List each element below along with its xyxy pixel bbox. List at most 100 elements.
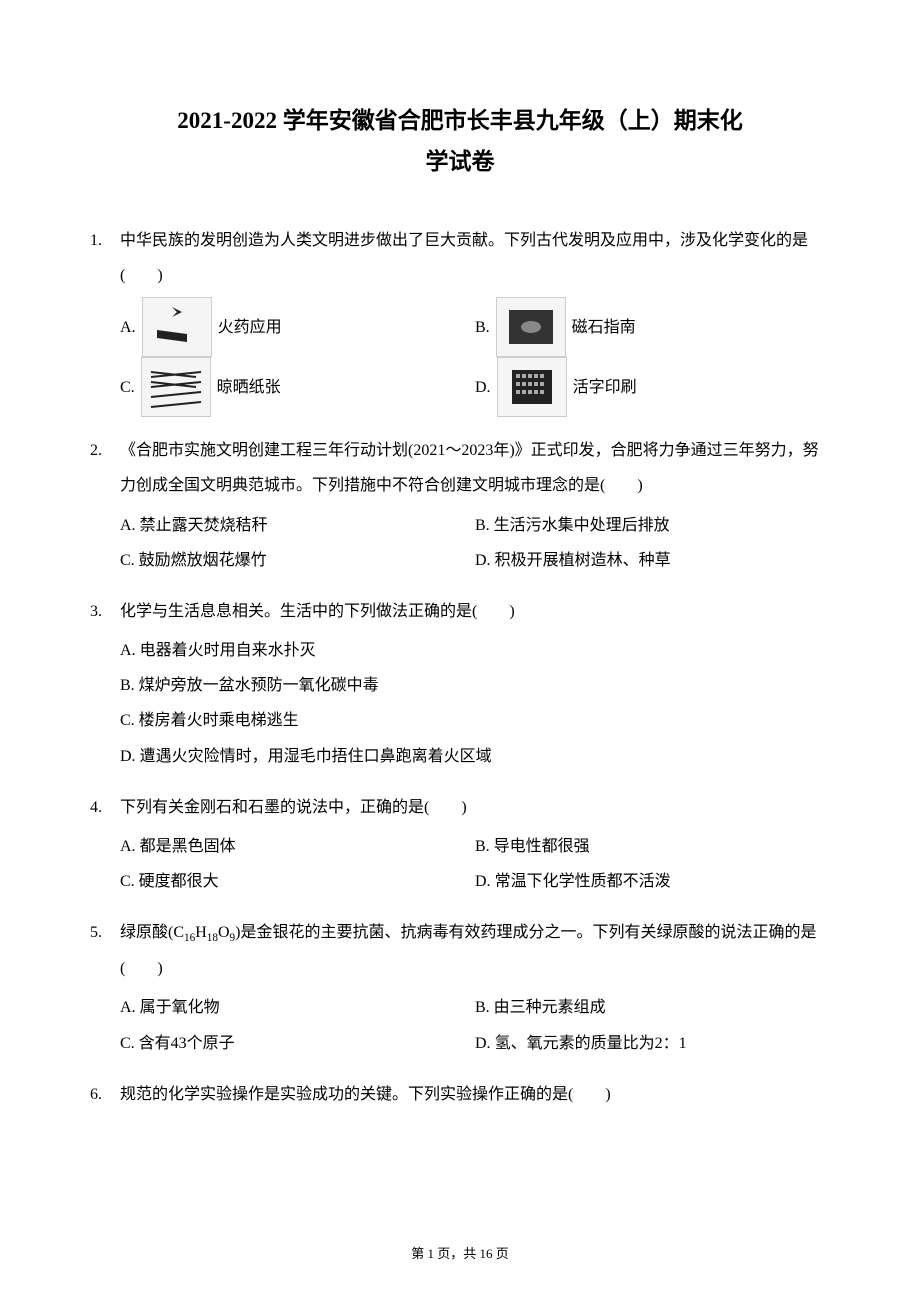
option-text: 鼓励燃放烟花爆竹	[139, 543, 267, 578]
option-label: C.	[120, 864, 135, 899]
question-stem: 《合肥市实施文明创建工程三年行动计划(2021～2023年)》正式印发，合肥将力…	[120, 433, 830, 503]
option-label: D.	[475, 543, 491, 578]
question-body: 《合肥市实施文明创建工程三年行动计划(2021～2023年)》正式印发，合肥将力…	[120, 433, 830, 578]
question-number: 4.	[90, 790, 120, 900]
option-b: B.导电性都很强	[475, 829, 830, 864]
option-a: A. 火药应用	[120, 297, 475, 357]
option-label: A.	[120, 508, 136, 543]
option-b: B.由三种元素组成	[475, 990, 830, 1025]
option-label: D.	[475, 1026, 491, 1061]
option-a: A.都是黑色固体	[120, 829, 475, 864]
option-text: 导电性都很强	[494, 829, 590, 864]
option-label: C.	[120, 1026, 135, 1061]
option-label: C.	[120, 712, 135, 729]
option-text: 活字印刷	[573, 370, 637, 405]
option-c: C.含有43个原子	[120, 1026, 475, 1061]
question-stem: 绿原酸(C16H18O9)是金银花的主要抗菌、抗病毒有效药理成分之一。下列有关绿…	[120, 915, 830, 986]
question-stem: 下列有关金刚石和石墨的说法中，正确的是( )	[120, 790, 830, 825]
option-label: D.	[475, 864, 491, 899]
option-text: 煤炉旁放一盆水预防一氧化碳中毒	[139, 677, 379, 694]
footer-total: 16	[480, 1246, 493, 1261]
options-row: A.电器着火时用自来水扑灭 B.煤炉旁放一盆水预防一氧化碳中毒 C.楼房着火时乘…	[120, 633, 830, 774]
compass-icon	[496, 297, 566, 357]
option-label: B.	[475, 310, 490, 345]
options-row: A.都是黑色固体 B.导电性都很强 C.硬度都很大 D.常温下化学性质都不活泼	[120, 829, 830, 899]
option-label: A.	[120, 310, 136, 345]
option-b: B. 磁石指南	[475, 297, 830, 357]
option-text: 氢、氧元素的质量比为2：1	[495, 1026, 687, 1061]
question-3: 3. 化学与生活息息相关。生活中的下列做法正确的是( ) A.电器着火时用自来水…	[90, 594, 830, 774]
options-row: A.禁止露天焚烧秸秆 B.生活污水集中处理后排放 C.鼓励燃放烟花爆竹 D.积极…	[120, 508, 830, 578]
option-text: 含有43个原子	[139, 1026, 235, 1061]
question-number: 2.	[90, 433, 120, 578]
question-number: 3.	[90, 594, 120, 774]
option-a: A.禁止露天焚烧秸秆	[120, 508, 475, 543]
option-label: B.	[475, 829, 490, 864]
option-d: D.常温下化学性质都不活泼	[475, 864, 830, 899]
option-a: A.属于氧化物	[120, 990, 475, 1025]
option-a: A.电器着火时用自来水扑灭	[120, 633, 830, 668]
question-number: 1.	[90, 223, 120, 417]
option-text: 磁石指南	[572, 310, 636, 345]
page-footer: 第 1 页，共 16 页	[0, 1243, 920, 1262]
options-row: A.属于氧化物 B.由三种元素组成 C.含有43个原子 D.氢、氧元素的质量比为…	[120, 990, 830, 1060]
option-text: 禁止露天焚烧秸秆	[140, 508, 268, 543]
option-label: D.	[120, 748, 136, 765]
question-1: 1. 中华民族的发明创造为人类文明进步做出了巨大贡献。下列古代发明及应用中，涉及…	[90, 223, 830, 417]
option-text: 属于氧化物	[140, 990, 220, 1025]
page-title: 2021-2022 学年安徽省合肥市长丰县九年级（上）期末化 学试卷	[90, 100, 830, 183]
question-2: 2. 《合肥市实施文明创建工程三年行动计划(2021～2023年)》正式印发，合…	[90, 433, 830, 578]
option-text: 常温下化学性质都不活泼	[495, 864, 671, 899]
question-body: 绿原酸(C16H18O9)是金银花的主要抗菌、抗病毒有效药理成分之一。下列有关绿…	[120, 915, 830, 1060]
option-text: 由三种元素组成	[494, 990, 606, 1025]
question-body: 化学与生活息息相关。生活中的下列做法正确的是( ) A.电器着火时用自来水扑灭 …	[120, 594, 830, 774]
question-number: 5.	[90, 915, 120, 1060]
option-label: C.	[120, 543, 135, 578]
option-text: 生活污水集中处理后排放	[494, 508, 670, 543]
footer-prefix: 第	[411, 1246, 427, 1261]
option-text: 积极开展植树造林、种草	[495, 543, 671, 578]
option-text: 电器着火时用自来水扑灭	[140, 642, 316, 659]
option-label: C.	[120, 370, 135, 405]
option-text: 晾晒纸张	[217, 370, 281, 405]
option-text: 遭遇火灾险情时，用湿毛巾捂住口鼻跑离着火区域	[140, 748, 492, 765]
option-label: A.	[120, 829, 136, 864]
gunpowder-icon	[142, 297, 212, 357]
paper-icon	[141, 357, 211, 417]
question-body: 规范的化学实验操作是实验成功的关键。下列实验操作正确的是( )	[120, 1077, 830, 1116]
option-c: C.硬度都很大	[120, 864, 475, 899]
question-stem: 规范的化学实验操作是实验成功的关键。下列实验操作正确的是( )	[120, 1077, 830, 1112]
option-d: D. 活字印刷	[475, 357, 830, 417]
option-text: 硬度都很大	[139, 864, 219, 899]
option-d: D.遭遇火灾险情时，用湿毛巾捂住口鼻跑离着火区域	[120, 739, 830, 774]
question-body: 中华民族的发明创造为人类文明进步做出了巨大贡献。下列古代发明及应用中，涉及化学变…	[120, 223, 830, 417]
footer-suffix: 页	[493, 1246, 509, 1261]
title-line-1: 2021-2022 学年安徽省合肥市长丰县九年级（上）期末化	[90, 100, 830, 141]
option-d: D.氢、氧元素的质量比为2：1	[475, 1026, 830, 1061]
question-4: 4. 下列有关金刚石和石墨的说法中，正确的是( ) A.都是黑色固体 B.导电性…	[90, 790, 830, 900]
footer-mid: 页，共	[434, 1246, 480, 1261]
option-label: B.	[475, 990, 490, 1025]
option-c: C. 晾晒纸张	[120, 357, 475, 417]
question-5: 5. 绿原酸(C16H18O9)是金银花的主要抗菌、抗病毒有效药理成分之一。下列…	[90, 915, 830, 1060]
option-label: A.	[120, 990, 136, 1025]
option-label: A.	[120, 642, 136, 659]
options-row: A. 火药应用 B. 磁石指南 C. 晾晒纸张	[120, 297, 830, 417]
question-number: 6.	[90, 1077, 120, 1116]
type-icon	[497, 357, 567, 417]
option-text: 都是黑色固体	[140, 829, 236, 864]
option-label: B.	[475, 508, 490, 543]
option-c: C.鼓励燃放烟花爆竹	[120, 543, 475, 578]
option-b: B.生活污水集中处理后排放	[475, 508, 830, 543]
option-label: D.	[475, 370, 491, 405]
question-body: 下列有关金刚石和石墨的说法中，正确的是( ) A.都是黑色固体 B.导电性都很强…	[120, 790, 830, 900]
question-6: 6. 规范的化学实验操作是实验成功的关键。下列实验操作正确的是( )	[90, 1077, 830, 1116]
option-c: C.楼房着火时乘电梯逃生	[120, 703, 830, 738]
option-d: D.积极开展植树造林、种草	[475, 543, 830, 578]
option-b: B.煤炉旁放一盆水预防一氧化碳中毒	[120, 668, 830, 703]
title-line-2: 学试卷	[90, 141, 830, 182]
question-stem: 中华民族的发明创造为人类文明进步做出了巨大贡献。下列古代发明及应用中，涉及化学变…	[120, 223, 830, 293]
option-text: 火药应用	[218, 310, 282, 345]
option-text: 楼房着火时乘电梯逃生	[139, 712, 299, 729]
option-label: B.	[120, 677, 135, 694]
